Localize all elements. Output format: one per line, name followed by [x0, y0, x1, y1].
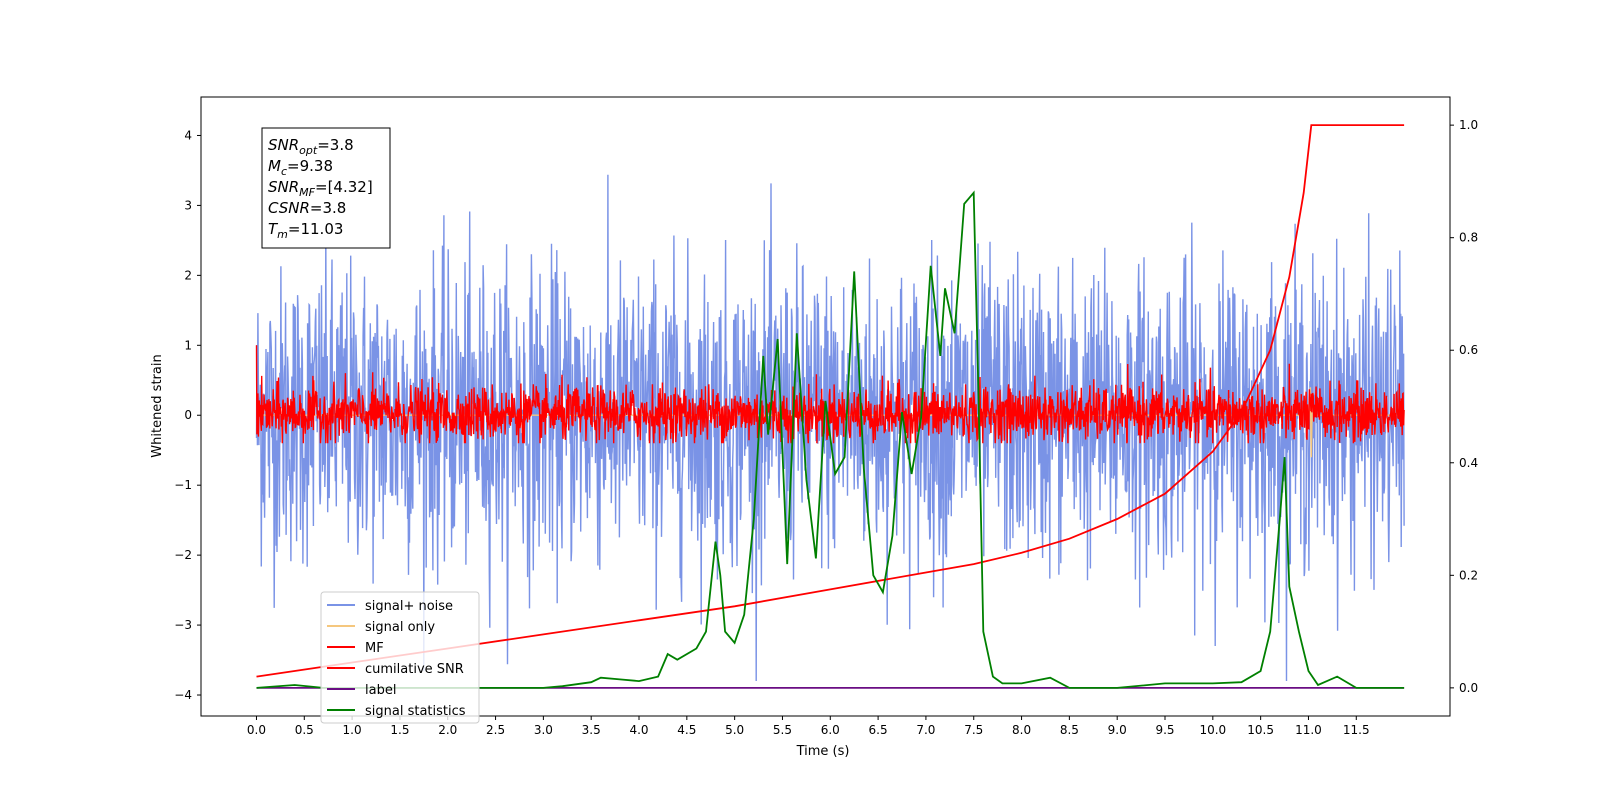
- y-right-tick-label: 0.2: [1459, 568, 1478, 582]
- x-tick-label: 8.5: [1060, 723, 1079, 737]
- plot-area: [255, 124, 1405, 689]
- y-right-tick-label: 0.6: [1459, 343, 1478, 357]
- legend-label: label: [365, 683, 396, 698]
- x-tick-label: 5.5: [773, 723, 792, 737]
- x-tick-label: 4.0: [629, 723, 648, 737]
- y-left-tick-label: 2: [184, 268, 192, 282]
- y-left-tick-label: −3: [174, 618, 192, 632]
- info-box-line: SNRMF=[4.32]: [268, 178, 373, 199]
- legend-label: signal only: [365, 620, 435, 635]
- legend: signal+ noise signal only MF cumilative SNR…: [320, 591, 480, 724]
- y-axis-right-ticks: 0.0 0.2 0.4 0.6 0.8 1.0: [1450, 118, 1478, 695]
- x-tick-label: 3.5: [582, 723, 601, 737]
- info-box-line: CSNR=3.8: [268, 199, 346, 217]
- legend-label: MF: [365, 641, 384, 656]
- y-right-tick-label: 0.4: [1459, 456, 1478, 470]
- series-signal-statistics-line: [256, 190, 1405, 689]
- info-box-frame: [261, 127, 391, 249]
- x-tick-label: 6.0: [821, 723, 840, 737]
- series-cumilative-snr-line: [256, 124, 1405, 678]
- x-tick-label: 9.5: [1155, 723, 1174, 737]
- x-tick-label: 7.0: [916, 723, 935, 737]
- y-left-tick-label: −4: [174, 688, 192, 702]
- x-tick-label: 9.0: [1108, 723, 1127, 737]
- y-right-tick-label: 0.8: [1459, 231, 1478, 245]
- x-axis-ticks: 0.0 0.5 1.0 1.5 2.0 2.5 3.0 3.5 4.0 4.5 5.0 5.5 6.0 6…: [247, 716, 1370, 737]
- x-tick-label: 4.5: [677, 723, 696, 737]
- y-left-tick-label: 3: [184, 198, 192, 212]
- series-mf-line: [255, 345, 1405, 444]
- legend-label: signal statistics: [365, 704, 466, 719]
- legend-frame: [320, 591, 480, 724]
- x-tick-label: 10.0: [1199, 723, 1226, 737]
- info-box-line: SNRopt=3.8: [268, 136, 354, 157]
- y-axis-label: Whitened strain: [150, 354, 165, 457]
- x-tick-label: 2.0: [438, 723, 457, 737]
- x-tick-label: 5.0: [725, 723, 744, 737]
- y-axis-left-ticks: −4 −3 −2 −1 0 1 2 3 4: [174, 128, 201, 702]
- info-box-line: Tm=11.03: [268, 220, 343, 241]
- x-tick-label: 1.0: [343, 723, 362, 737]
- x-tick-label: 11.5: [1343, 723, 1370, 737]
- axes-frame: [200, 96, 1451, 717]
- x-tick-label: 2.5: [486, 723, 505, 737]
- legend-label: signal+ noise: [365, 599, 453, 614]
- x-tick-label: 3.0: [534, 723, 553, 737]
- x-axis-label: Time (s): [796, 744, 850, 759]
- x-tick-label: 0.0: [247, 723, 266, 737]
- y-left-tick-label: −1: [174, 478, 192, 492]
- y-right-tick-label: 1.0: [1459, 118, 1478, 132]
- x-tick-label: 1.5: [390, 723, 409, 737]
- series-signal-noise-line: [255, 174, 1405, 682]
- y-left-tick-label: 0: [184, 408, 192, 422]
- x-tick-label: 6.5: [869, 723, 888, 737]
- x-tick-label: 0.5: [295, 723, 314, 737]
- info-box-line: Mc=9.38: [268, 157, 333, 178]
- y-left-tick-label: −2: [174, 548, 192, 562]
- x-tick-label: 8.0: [1012, 723, 1031, 737]
- y-right-tick-label: 0.0: [1459, 681, 1478, 695]
- y-left-tick-label: 1: [184, 338, 192, 352]
- y-left-tick-label: 4: [184, 128, 192, 142]
- x-tick-label: 10.5: [1247, 723, 1274, 737]
- legend-label: cumilative SNR: [365, 662, 464, 677]
- x-tick-label: 7.5: [964, 723, 983, 737]
- x-tick-label: 11.0: [1295, 723, 1322, 737]
